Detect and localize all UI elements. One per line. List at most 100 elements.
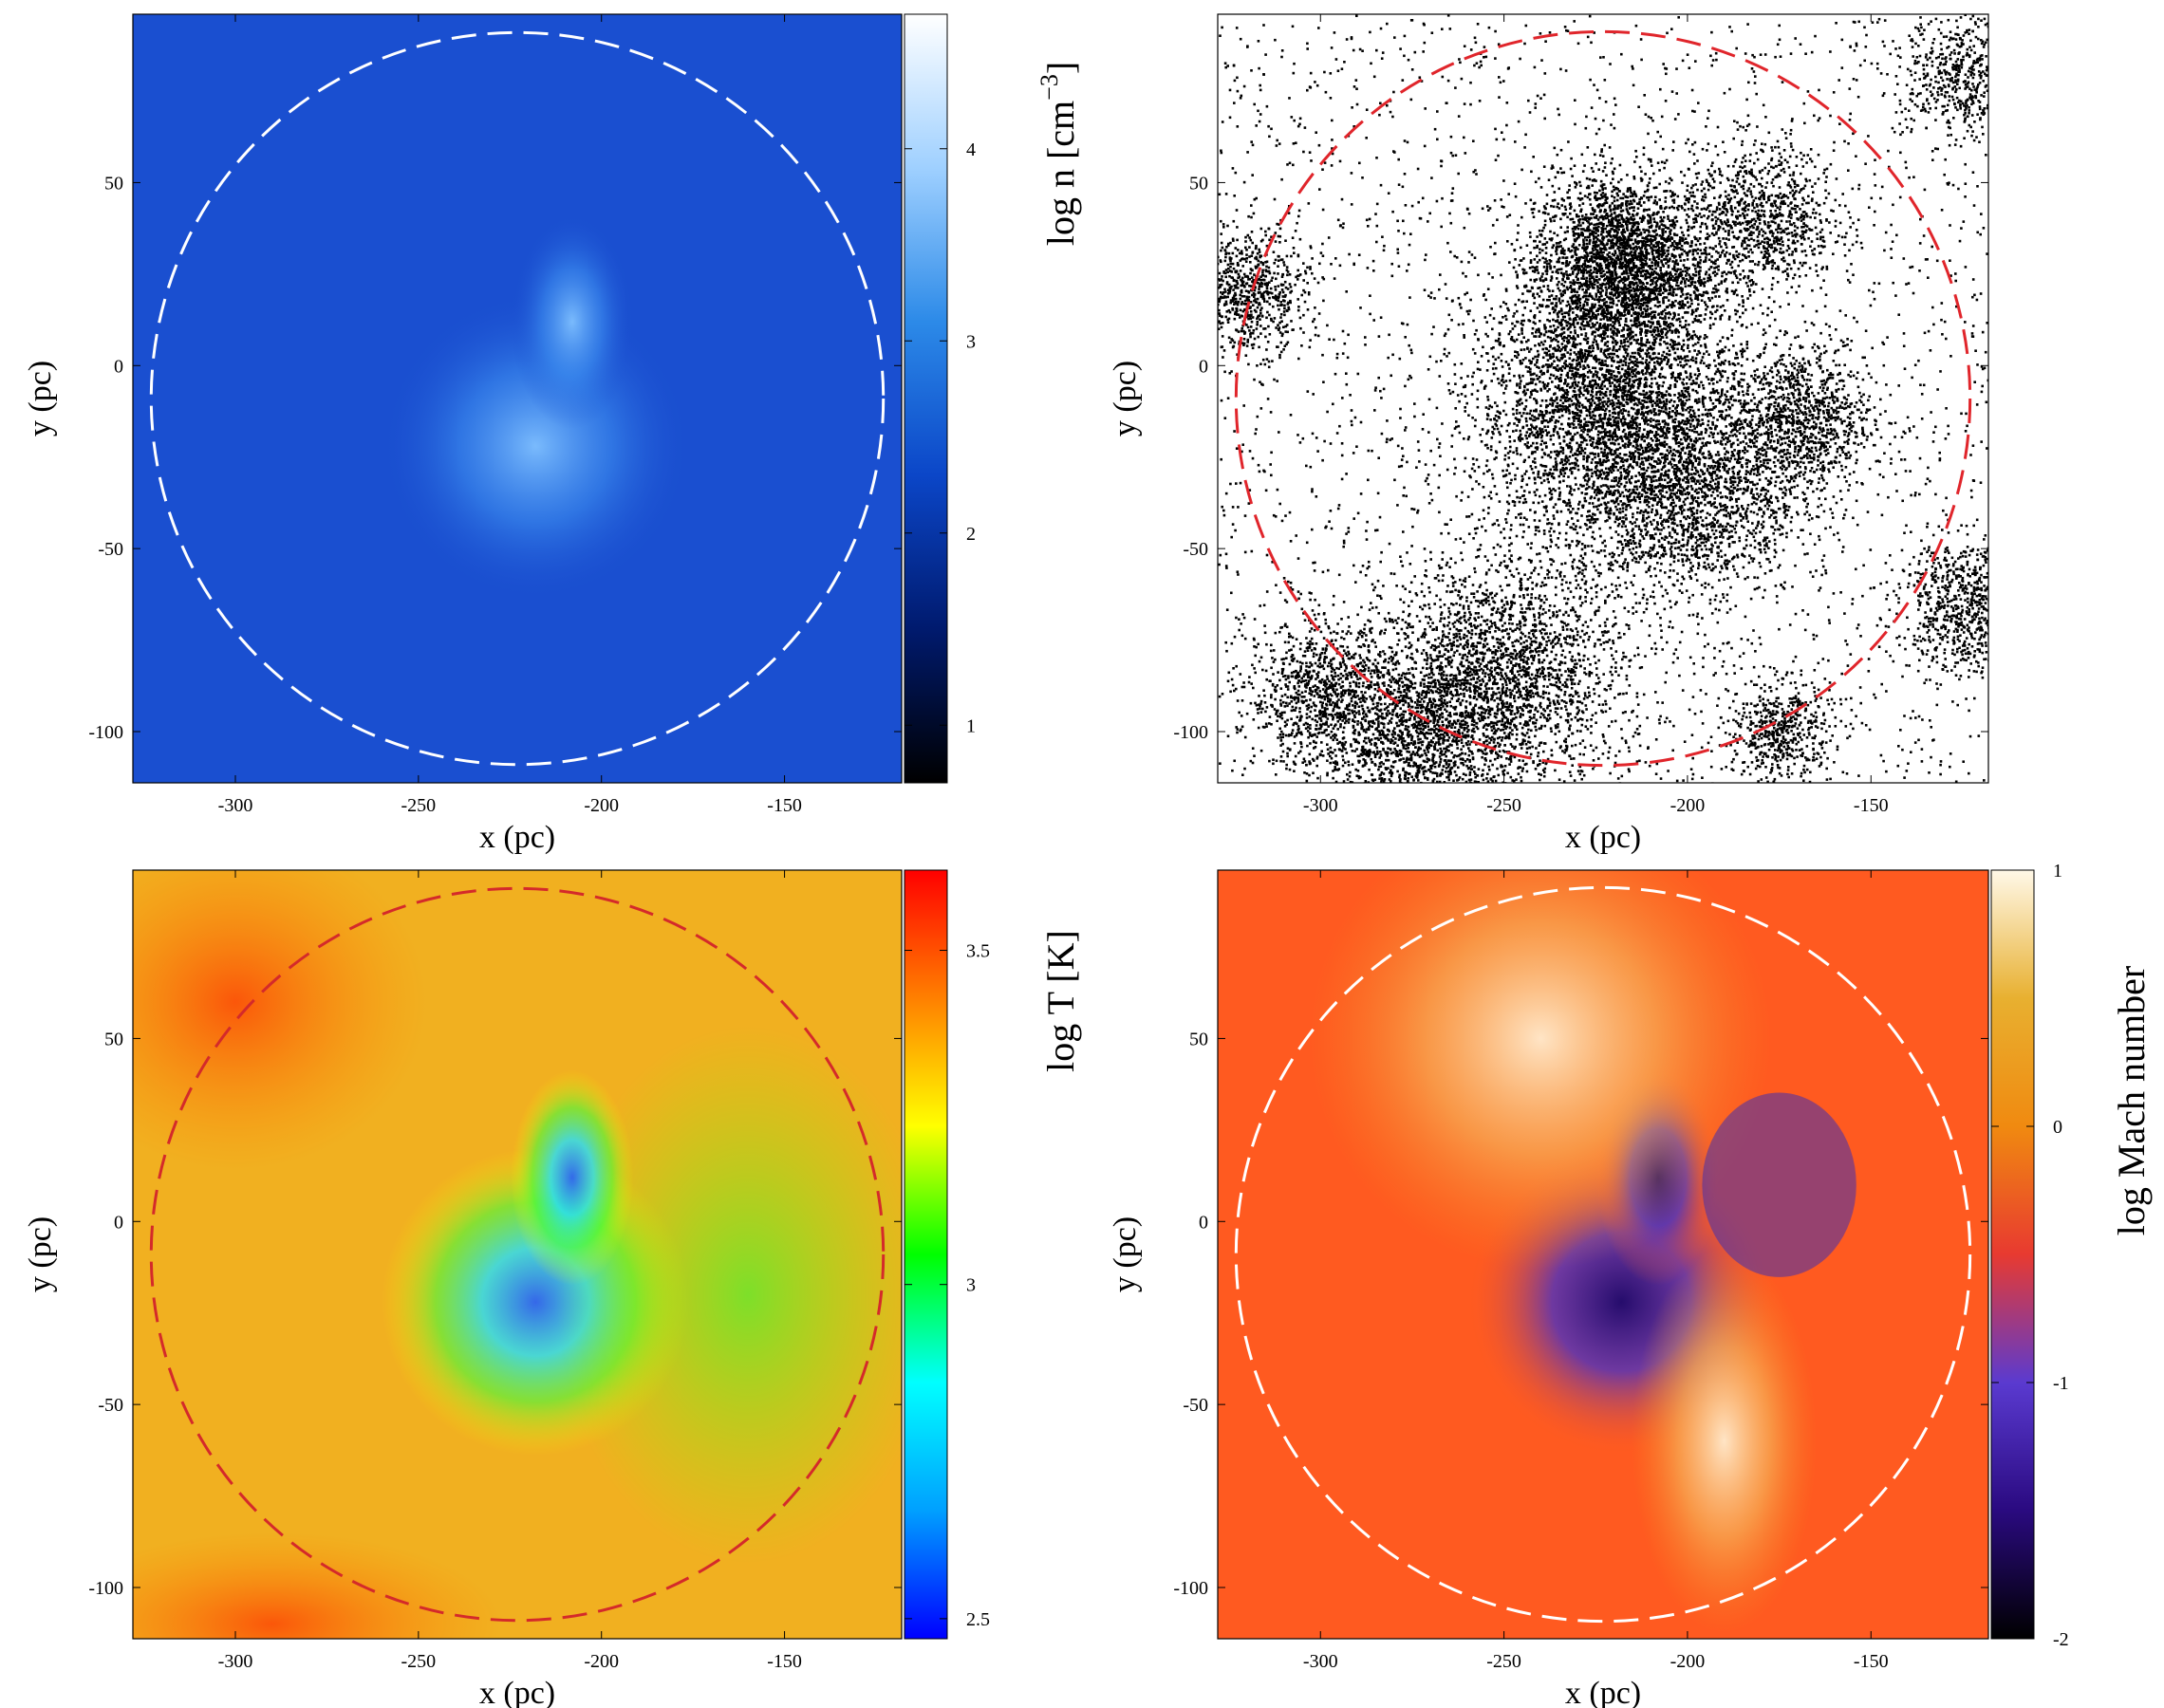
particle-point xyxy=(1486,399,1490,401)
particle-point xyxy=(1601,222,1605,226)
particle-point xyxy=(1585,473,1588,476)
particle-point xyxy=(1620,375,1623,378)
particle-point xyxy=(1546,365,1550,369)
particle-point xyxy=(1556,260,1558,264)
particle-point xyxy=(1657,352,1660,355)
particle-point xyxy=(1653,448,1656,451)
particle-point xyxy=(1529,261,1533,264)
particle-point xyxy=(1497,340,1500,343)
particle-point xyxy=(1639,256,1643,259)
particle-point xyxy=(1674,279,1677,282)
particle-point xyxy=(1632,262,1635,265)
particle-point xyxy=(1587,308,1590,312)
particle-point xyxy=(1603,195,1606,197)
particle-point xyxy=(1575,406,1577,410)
particle-point xyxy=(1618,324,1621,326)
particle-point xyxy=(1682,339,1686,343)
particle-point xyxy=(1676,397,1680,399)
particle-point xyxy=(1591,322,1595,325)
particle-point xyxy=(1683,195,1687,198)
particle-point xyxy=(1698,314,1701,317)
particle-point xyxy=(1635,358,1638,361)
particle-point xyxy=(1640,453,1644,455)
particle-point xyxy=(1601,248,1604,251)
particle-point xyxy=(1659,135,1662,139)
particle-point xyxy=(1625,337,1628,340)
particle-point xyxy=(1522,269,1526,271)
particle-point xyxy=(1646,349,1649,352)
particle-point xyxy=(1437,446,1441,449)
particle-point xyxy=(1695,425,1699,429)
particle-point xyxy=(1720,280,1724,283)
particle-point xyxy=(1586,349,1589,353)
particle-point xyxy=(1620,256,1623,259)
particle-point xyxy=(1683,325,1687,328)
particle-point xyxy=(1614,225,1617,228)
particle-point xyxy=(1556,450,1558,453)
particle-point xyxy=(1602,269,1605,272)
particle-point xyxy=(1620,287,1623,290)
particle-point xyxy=(1741,295,1744,298)
particle-point xyxy=(1686,296,1689,299)
particle-point xyxy=(1630,229,1632,232)
particle-point xyxy=(1605,402,1608,406)
particle-point xyxy=(1598,283,1602,287)
particle-point xyxy=(1539,310,1541,313)
particle-point xyxy=(1560,171,1563,175)
particle-point xyxy=(1610,301,1613,305)
particle-point xyxy=(1516,276,1519,279)
particle-point xyxy=(1716,288,1720,292)
particle-point xyxy=(1694,309,1698,312)
particle-point xyxy=(1596,269,1599,272)
particle-point xyxy=(1610,402,1614,405)
particle-point xyxy=(1694,258,1697,261)
particle-point xyxy=(1517,558,1520,561)
particle-point xyxy=(1611,217,1614,221)
particle-point xyxy=(1520,474,1524,478)
particle-point xyxy=(1624,381,1627,385)
particle-point xyxy=(1628,213,1631,215)
particle-point xyxy=(1693,430,1696,434)
particle-point xyxy=(1605,378,1608,381)
particle-point xyxy=(1571,307,1575,310)
particle-point xyxy=(1632,439,1636,443)
particle-point xyxy=(1644,393,1647,397)
particle-point xyxy=(1609,262,1613,265)
particle-point xyxy=(1698,213,1702,215)
particle-point xyxy=(1584,248,1588,251)
particle-point xyxy=(1525,518,1528,521)
particle-point xyxy=(1596,345,1599,348)
particle-point xyxy=(1626,226,1629,229)
particle-point xyxy=(1627,413,1630,417)
particle-point xyxy=(1632,533,1634,537)
particle-point xyxy=(1622,269,1626,273)
particle-point xyxy=(1560,312,1564,316)
particle-point xyxy=(1476,367,1480,371)
particle-point xyxy=(1592,518,1595,521)
particle-point xyxy=(1626,475,1629,478)
particle-point xyxy=(1730,289,1734,293)
particle-point xyxy=(1657,390,1661,394)
particle-point xyxy=(1596,298,1599,301)
particle-point xyxy=(1620,214,1623,217)
particle-point xyxy=(1646,338,1649,342)
particle-point xyxy=(1608,233,1611,237)
particle-point xyxy=(1579,315,1583,319)
particle-point xyxy=(1647,198,1651,202)
particle-point xyxy=(1674,272,1677,276)
particle-point xyxy=(1651,214,1654,216)
particle-point xyxy=(1523,443,1527,446)
particle-point xyxy=(1610,358,1614,361)
particle-point xyxy=(1648,399,1651,403)
particle-point xyxy=(1695,335,1698,338)
particle-point xyxy=(1595,408,1598,412)
particle-point xyxy=(1559,292,1563,296)
particle-point xyxy=(1689,358,1693,362)
particle-point xyxy=(1592,241,1595,245)
particle-point xyxy=(1678,320,1682,324)
particle-point xyxy=(1647,229,1651,232)
particle-point xyxy=(1520,246,1522,250)
particle-point xyxy=(1576,441,1578,445)
particle-point xyxy=(1737,391,1741,394)
particle-point xyxy=(1620,303,1623,306)
